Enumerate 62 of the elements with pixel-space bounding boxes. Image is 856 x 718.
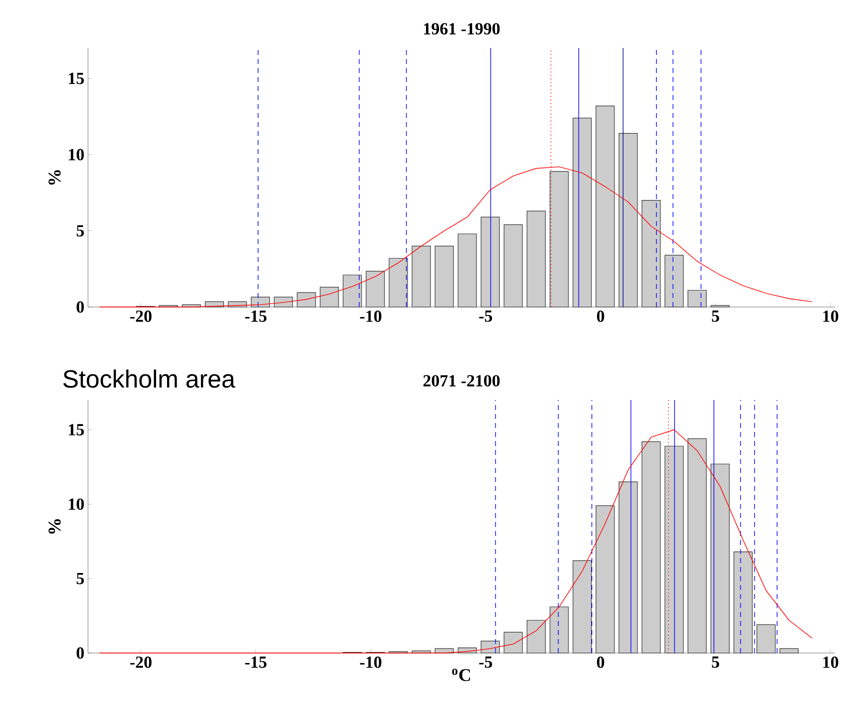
bar [550, 606, 569, 654]
y-tick-label: 0 [76, 647, 84, 659]
x-tick-label: -15 [245, 656, 266, 668]
x-tick-label: -15 [245, 310, 266, 322]
bar [480, 640, 500, 654]
x-tick-label: -20 [130, 310, 152, 322]
bar [734, 552, 753, 654]
x-tick-label: 5 [712, 656, 720, 668]
y-tick-label: 10 [68, 498, 84, 510]
bar [596, 505, 615, 654]
x-axis-title: $^{o}$C [452, 668, 470, 682]
x-tick-label: -5 [479, 310, 492, 322]
bar [480, 216, 500, 308]
chart-title: 1961 -1990 [424, 23, 500, 35]
bar [596, 106, 615, 308]
y-axis-title: % [48, 519, 61, 534]
bar [756, 624, 776, 654]
y-tick-label: 15 [68, 424, 84, 436]
bar [412, 246, 431, 308]
x-tick-label: 0 [596, 310, 604, 322]
bar [550, 171, 569, 308]
bar [664, 254, 684, 308]
text: Stockholm area [63, 370, 236, 388]
y-tick-label: 15 [68, 72, 84, 84]
bar [526, 210, 546, 308]
bar [618, 482, 638, 654]
bar [434, 246, 454, 308]
chart-title: 2071 -2100 [423, 375, 500, 387]
bar [504, 224, 523, 308]
bar [458, 234, 477, 308]
y-tick-label: 0 [76, 301, 84, 313]
bar [296, 292, 316, 308]
bar [274, 296, 293, 308]
bar [688, 438, 707, 654]
x-tick-label: -10 [360, 310, 382, 322]
bar [688, 290, 707, 308]
bar [572, 118, 592, 308]
y-tick-label: 10 [68, 148, 84, 160]
bar [320, 286, 339, 308]
x-tick-label: -10 [360, 656, 382, 668]
bar [250, 296, 270, 308]
bar [388, 258, 408, 308]
bar [618, 133, 638, 308]
x-tick-label: -5 [479, 656, 492, 668]
x-tick-label: 10 [823, 656, 838, 668]
bar [710, 464, 730, 654]
y-axis-title: % [48, 170, 61, 185]
x-tick-label: -20 [130, 656, 152, 668]
x-tick-label: 10 [823, 310, 838, 322]
bar [504, 632, 523, 654]
y-tick-label: 5 [76, 572, 84, 584]
bar [572, 560, 592, 654]
x-tick-label: 5 [712, 310, 720, 322]
bar [342, 274, 362, 308]
y-tick-label: 5 [76, 225, 84, 236]
bar [642, 441, 661, 654]
bar [780, 648, 799, 654]
bar [642, 200, 661, 308]
bar [664, 446, 684, 654]
x-tick-label: 0 [596, 656, 604, 668]
bar [526, 620, 546, 654]
bar [366, 270, 385, 308]
